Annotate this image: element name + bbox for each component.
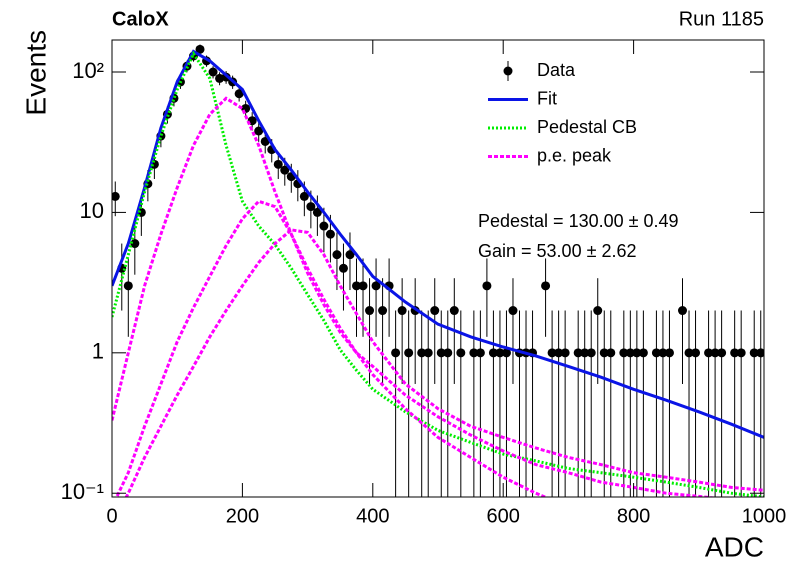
data-point [365, 306, 375, 316]
data-point [632, 348, 642, 358]
data-point [678, 306, 687, 316]
data-point [475, 348, 485, 358]
data-point [338, 263, 348, 273]
data-point [319, 221, 329, 231]
data-point [541, 281, 551, 291]
data-point [593, 306, 603, 316]
data-point [436, 348, 446, 358]
stats-text: Pedestal = 130.00 ± 0.49 [478, 211, 679, 231]
data-point [691, 348, 701, 358]
data-point [449, 306, 459, 316]
data-point [554, 348, 564, 358]
data-point [501, 348, 511, 358]
data-point [651, 348, 661, 358]
data-point [254, 126, 264, 136]
curve [115, 199, 549, 497]
x-tick-label: 1000 [742, 505, 787, 527]
legend-label: p.e. peak [537, 145, 612, 165]
data-point [508, 306, 518, 316]
data-point [443, 348, 453, 358]
plot-area [112, 44, 764, 497]
data-point [123, 281, 133, 291]
run-label: Run 1185 [679, 8, 764, 30]
data-point [469, 348, 479, 358]
frame [111, 39, 765, 498]
y-axis-label: Events [20, 30, 51, 116]
curve [124, 228, 764, 497]
data-point [345, 250, 355, 260]
legend-label: Data [537, 60, 576, 80]
data-point [378, 306, 388, 316]
data-point [736, 348, 746, 358]
data-point [573, 348, 583, 358]
data-point [580, 348, 590, 358]
data-point [717, 348, 727, 358]
curve [112, 96, 720, 497]
data-point [606, 348, 616, 358]
data-point [456, 348, 466, 358]
data-point [273, 159, 283, 169]
data-point [306, 202, 316, 212]
x-tick-label: 400 [356, 505, 389, 527]
data-point [684, 348, 694, 358]
legend-label: Pedestal CB [537, 117, 637, 137]
y-tick-label: 1 [92, 339, 104, 364]
data-point [112, 191, 120, 201]
data-point [280, 165, 290, 175]
data-point [599, 348, 609, 358]
curve [112, 49, 764, 439]
data-point [312, 207, 322, 217]
data-point [638, 348, 648, 358]
data-point [325, 229, 335, 239]
data-point [352, 281, 361, 291]
legend-label: Fit [537, 88, 557, 108]
legend-swatch [503, 66, 513, 76]
data-point [482, 281, 492, 291]
data-point [586, 348, 596, 358]
chart-title: CaloX [112, 8, 169, 30]
y-tick-label: 10 [80, 198, 104, 223]
data-point [208, 67, 218, 77]
data-point [488, 348, 498, 358]
data-point [371, 281, 381, 291]
data-point [560, 348, 570, 358]
data-point [332, 250, 342, 260]
data-point [130, 239, 140, 249]
data-point [430, 306, 440, 316]
data-point [404, 348, 414, 358]
x-tick-label: 0 [106, 505, 117, 527]
y-tick-label: 10⁻¹ [61, 479, 104, 504]
data-point [423, 348, 433, 358]
data-point [658, 348, 668, 358]
data-point [391, 348, 401, 358]
data-point [704, 348, 714, 358]
data-point [625, 348, 635, 358]
data-point [730, 348, 740, 358]
data-point [710, 348, 720, 358]
data-point [397, 306, 407, 316]
stats-text: Gain = 53.00 ± 2.62 [478, 241, 637, 261]
x-tick-label: 600 [487, 505, 520, 527]
data-point [417, 348, 427, 358]
x-tick-label: 200 [226, 505, 259, 527]
data-point [664, 348, 674, 358]
data-point [619, 348, 629, 358]
x-tick-label: 800 [617, 505, 650, 527]
data-point [195, 44, 205, 54]
data-point [495, 348, 505, 358]
data-point [358, 281, 368, 291]
y-tick-label: 10² [72, 58, 104, 83]
data-point [234, 89, 244, 99]
x-axis-label: ADC [705, 531, 764, 562]
data-point [547, 348, 557, 358]
data-point [299, 191, 309, 201]
